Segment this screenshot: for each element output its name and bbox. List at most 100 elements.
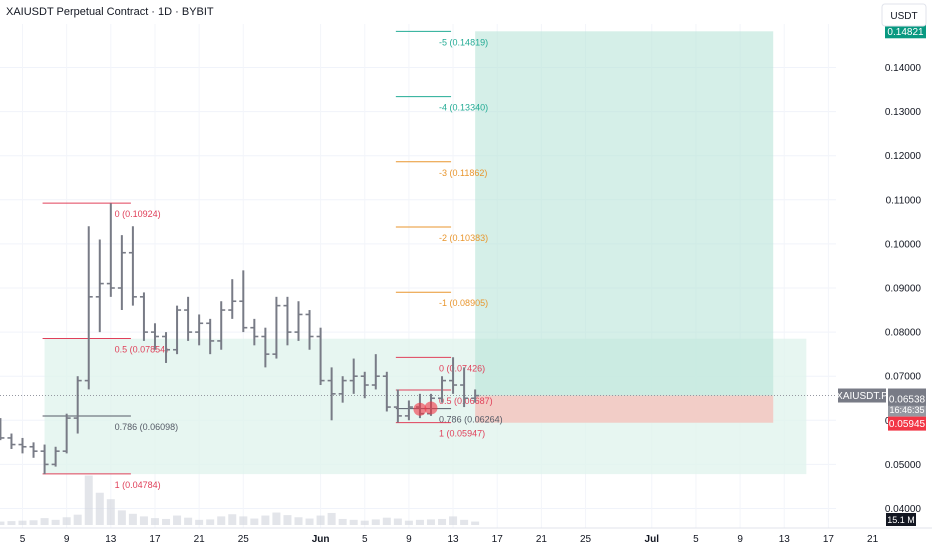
stop-price-label: 0.05945 [889, 419, 926, 430]
volume-bar [228, 514, 237, 525]
date-tick-label: 21 [867, 534, 879, 545]
fib-level-label: -2 (0.10383) [439, 233, 488, 243]
volume-bar [471, 521, 480, 525]
volume-bar [150, 518, 159, 525]
fib-retracements[interactable]: 0 (0.10924) 0.5 (0.07854) 0.786 (0.06098) 1… [42, 30, 503, 490]
volume-bar [261, 515, 270, 525]
volume-bar [29, 520, 38, 525]
currency-label: USDT [890, 11, 917, 22]
date-tick-label: 17 [492, 534, 504, 545]
volume-bar [95, 492, 104, 525]
date-tick-label: Jul [645, 534, 660, 545]
price-tick-label: 0.14000 [885, 63, 922, 74]
volume-bar [18, 520, 27, 525]
volume-bar [393, 518, 402, 525]
volume-bar [327, 512, 336, 525]
symbol-tag: XAIUSDT.P [836, 391, 888, 402]
volume-bar [84, 475, 93, 525]
date-tick-label: 25 [238, 534, 250, 545]
volume-bar [460, 519, 469, 525]
price-axis-background [836, 24, 932, 528]
volume-bar [438, 518, 447, 525]
fib-level-label: 1 (0.05947) [439, 429, 485, 439]
volume-bar [426, 519, 435, 525]
volume-bar [7, 521, 16, 525]
stop-price-label-background [888, 416, 926, 431]
date-tick-label: 13 [779, 534, 791, 545]
date-tick-label: 17 [823, 534, 835, 545]
stop-zone[interactable] [475, 395, 774, 423]
price-tick-label: 0.04000 [885, 504, 922, 515]
chart-title[interactable]: XAIUSDT Perpetual Contract · 1D · BYBIT [6, 6, 214, 18]
volume-bar [239, 516, 248, 525]
entry-marker [413, 402, 427, 416]
level-price-label: 0.06538 [889, 394, 926, 405]
zones [0, 31, 836, 475]
fib-level-label: 0.5 (0.06687) [439, 396, 493, 406]
volume-bar [294, 517, 303, 525]
volume-bar [338, 518, 347, 525]
volume-bar [62, 517, 71, 525]
date-tick-label: 5 [362, 534, 368, 545]
volume-bar [73, 514, 82, 525]
price-tick-label: 0.10000 [885, 239, 922, 250]
volume-bar [195, 519, 204, 525]
price-tick-label: 0.11000 [886, 195, 922, 206]
volume-bar [162, 518, 171, 525]
volume-bar [217, 516, 226, 525]
volume-bar [371, 519, 380, 525]
target-price-label-background [885, 24, 926, 39]
date-tick-label: 9 [737, 534, 743, 545]
volume-bar [360, 520, 369, 525]
fib-level-label: 0 (0.07426) [439, 363, 485, 373]
volume-bar [128, 513, 137, 525]
fib-level-label: 0.786 (0.06264) [439, 415, 503, 425]
date-tick-label: 5 [20, 534, 26, 545]
date-tick-label: 5 [693, 534, 699, 545]
date-tick-label: 13 [447, 534, 459, 545]
volume-bar [272, 512, 281, 525]
countdown-background [888, 402, 926, 417]
symbol-tag-background [838, 388, 886, 403]
volume-bar [40, 518, 49, 525]
volume-bar [382, 517, 391, 525]
countdown-label: 16:46:35 [889, 405, 924, 415]
volume-value-background [886, 513, 916, 526]
volume-value-label: 15.1 M [887, 515, 915, 525]
time-axis[interactable]: 5 9 13 17 21 25 Jun 5 9 13 17 21 25 Jul 5 9 13 17 21 [0, 527, 932, 545]
entry-marker [424, 401, 438, 415]
fib-level-label: -3 (0.11862) [439, 168, 487, 178]
volume-bar [106, 499, 115, 525]
volume-bar [404, 520, 413, 525]
currency-button[interactable] [881, 3, 927, 27]
header-backdrop [0, 0, 350, 22]
target-price-label: 0.14821 [887, 27, 924, 38]
entry-markers [413, 401, 438, 416]
fib-level-label: -5 (0.14819) [439, 37, 488, 47]
fib-level-label: 0.786 (0.06098) [115, 422, 179, 432]
date-tick-label: 21 [194, 534, 206, 545]
price-tick-label: 0.09000 [885, 284, 922, 295]
price-bars [0, 203, 480, 475]
price-axis[interactable]: 0.040000.050000.060000.070000.080000.090… [836, 24, 932, 528]
date-tick-label: 25 [580, 534, 592, 545]
volume-bar [305, 518, 314, 525]
volume-bars [0, 475, 480, 525]
volume-bar [0, 521, 5, 525]
volume-bar [117, 510, 126, 525]
volume-bar [449, 516, 458, 525]
target-zone[interactable] [475, 31, 774, 396]
date-tick-label: 13 [105, 534, 117, 545]
volume-bar [206, 519, 215, 525]
level-price-label-background [888, 391, 926, 406]
volume-bar [139, 516, 148, 525]
fib-level-label: -4 (0.13340) [439, 103, 488, 113]
volume-bar [250, 518, 259, 525]
price-tick-label: 0.07000 [885, 372, 922, 383]
date-tick-label: 21 [536, 534, 548, 545]
volume-bar [184, 517, 193, 525]
fib-level-label: -1 (0.08905) [439, 298, 488, 308]
volume-bar [173, 515, 182, 525]
volume-bar [415, 519, 424, 525]
